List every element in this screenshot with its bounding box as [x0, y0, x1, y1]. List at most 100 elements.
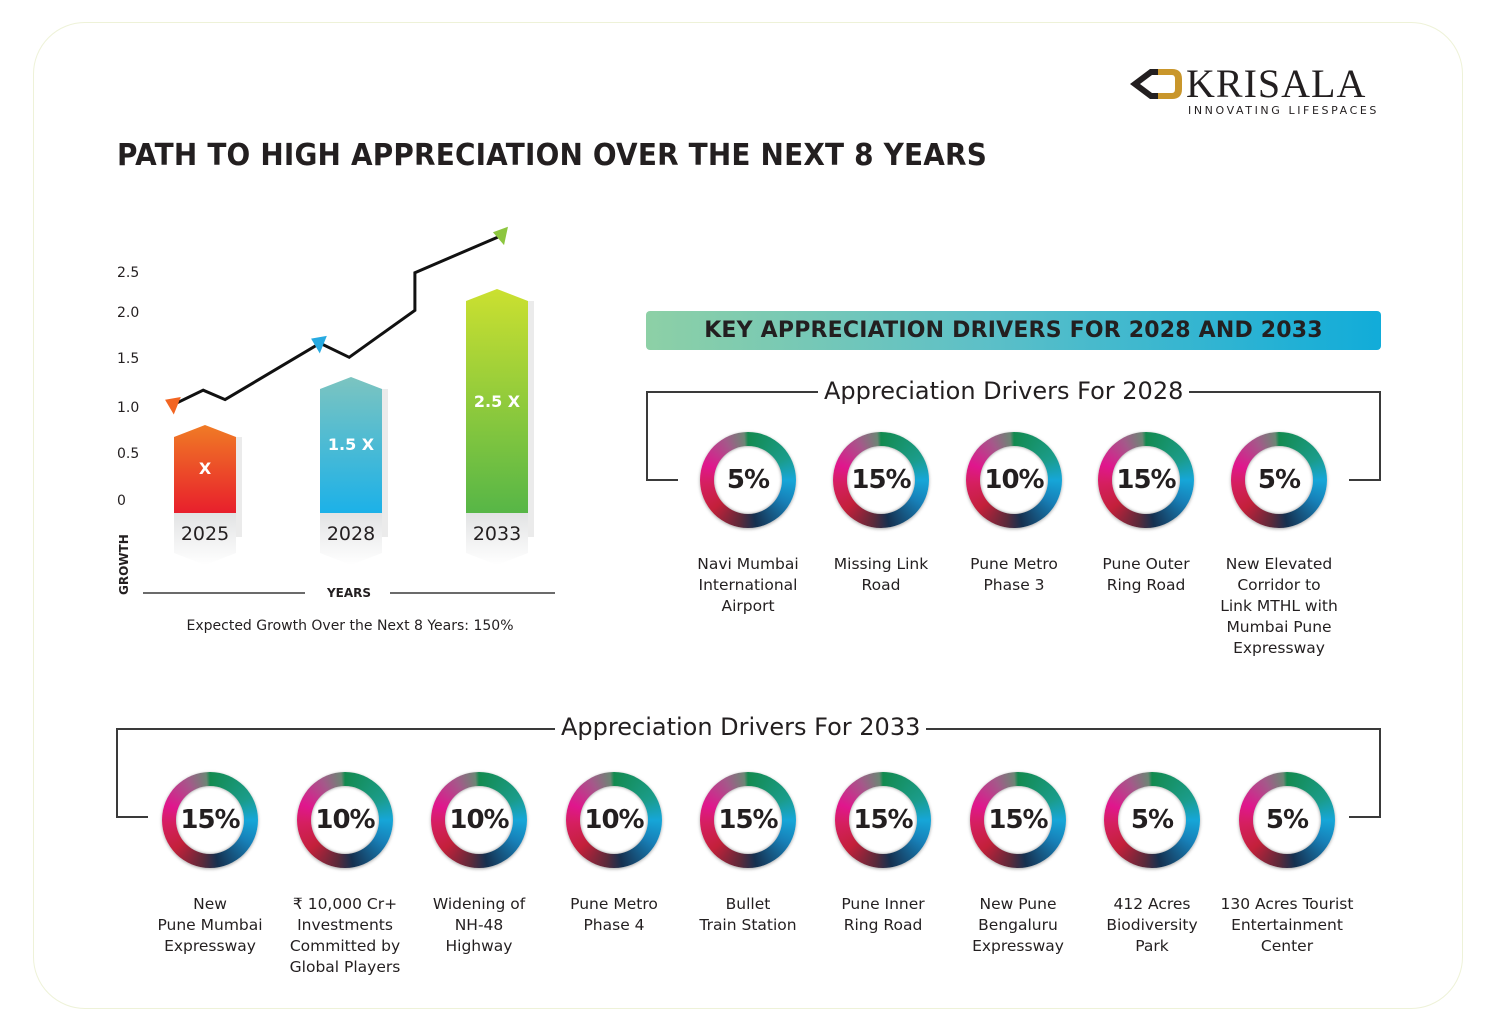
driver-percentage: 5% [726, 465, 770, 495]
bar-2033: 2033 2.5 X [466, 289, 534, 565]
growth-chart: 0 0.5 1.0 1.5 2.0 2.5 2025 X 2028 1.5 X 2033 2.5 X… [117, 226, 555, 600]
key-drivers-banner: KEY APPRECIATION DRIVERS FOR 2028 AND 20… [646, 311, 1381, 350]
brand-name: KRISALA [1186, 61, 1367, 106]
driver-item: 5% 412 Acres Biodiversity Park [1082, 772, 1222, 957]
driver-name: Pune Metro Phase 3 [970, 555, 1058, 594]
bar-2025: 2025 X [174, 425, 242, 565]
percentage-ring-icon: 10% [297, 772, 393, 868]
ring-center: 15% [1112, 446, 1180, 514]
bar [174, 425, 236, 513]
driver-item: 5% New Elevated Corridor to Link MTHL wit… [1209, 432, 1349, 659]
driver-name: Navi Mumbai International Airport [697, 555, 799, 615]
bar-2028: 2028 1.5 X [320, 377, 388, 565]
driver-percentage: 15% [1116, 465, 1176, 495]
x-tick-label: 2033 [473, 523, 521, 545]
page-title: PATH TO HIGH APPRECIATION OVER THE NEXT … [117, 138, 988, 173]
bar-value-label: 1.5 X [328, 435, 375, 454]
percentage-ring-icon: 10% [566, 772, 662, 868]
ring-center: 15% [984, 786, 1052, 854]
percentage-ring-icon: 5% [1239, 772, 1335, 868]
year-tab [320, 513, 382, 565]
driver-percentage: 15% [853, 805, 913, 835]
driver-item: 10% ₹ 10,000 Cr+ Investments Committed by… [275, 772, 415, 978]
ring-center: 10% [980, 446, 1048, 514]
percentage-ring-icon: 10% [966, 432, 1062, 528]
ring-center: 10% [445, 786, 513, 854]
y-axis-label: GROWTH [117, 534, 131, 595]
ring-center: 5% [714, 446, 782, 514]
y-tick-label: 1.0 [117, 400, 139, 416]
drivers-2028-title: Appreciation Drivers For 2028 [818, 377, 1190, 405]
ring-center: 15% [849, 786, 917, 854]
bar [320, 377, 382, 513]
percentage-ring-icon: 5% [700, 432, 796, 528]
driver-percentage: 10% [984, 465, 1044, 495]
percentage-ring-icon: 15% [1098, 432, 1194, 528]
ring-center: 10% [580, 786, 648, 854]
ring-center: 15% [847, 446, 915, 514]
driver-name: Bullet Train Station [699, 895, 797, 934]
year-tab [174, 513, 236, 565]
ring-center: 5% [1118, 786, 1186, 854]
driver-name: New Pune Bengaluru Expressway [972, 895, 1064, 955]
driver-name: Widening of NH-48 Highway [432, 895, 526, 955]
trend-line [173, 233, 504, 406]
driver-item: 15% Missing Link Road [811, 432, 951, 596]
percentage-ring-icon: 5% [1104, 772, 1200, 868]
brand-tagline: INNOVATING LIFESPACES [1188, 104, 1379, 117]
driver-name: 412 Acres Biodiversity Park [1106, 895, 1198, 955]
y-tick-label: 2.5 [117, 265, 139, 281]
driver-item: 10% Pune Metro Phase 4 [544, 772, 684, 936]
bar-shadow [382, 389, 388, 537]
bar [466, 289, 528, 513]
krisala-logo-mark-icon [1130, 69, 1182, 99]
ring-center: 15% [176, 786, 244, 854]
y-tick-label: 2.0 [117, 305, 139, 321]
percentage-ring-icon: 15% [162, 772, 258, 868]
percentage-ring-icon: 5% [1231, 432, 1327, 528]
driver-percentage: 15% [180, 805, 240, 835]
driver-item: 5% 130 Acres Tourist Entertainment Center [1217, 772, 1357, 957]
x-tick-label: 2028 [327, 523, 375, 545]
driver-percentage: 10% [584, 805, 644, 835]
ring-center: 5% [1245, 446, 1313, 514]
y-tick-label: 0 [117, 493, 126, 509]
driver-percentage: 15% [851, 465, 911, 495]
driver-name: Pune Metro Phase 4 [570, 895, 658, 934]
x-tick-label: 2025 [181, 523, 229, 545]
driver-item: 15% Bullet Train Station [678, 772, 818, 936]
driver-percentage: 15% [988, 805, 1048, 835]
x-axis-label: YEARS [326, 586, 371, 600]
bar-value-label: X [199, 459, 212, 478]
percentage-ring-icon: 15% [833, 432, 929, 528]
trend-arrow-marker-icon [165, 397, 181, 415]
driver-item: 15% New Pune Bengaluru Expressway [948, 772, 1088, 957]
driver-percentage: 5% [1130, 805, 1174, 835]
percentage-ring-icon: 15% [970, 772, 1066, 868]
ring-center: 10% [311, 786, 379, 854]
krisala-logo: KRISALA INNOVATING LIFESPACES [1128, 61, 1388, 120]
bar-shadow [528, 301, 534, 537]
driver-name: New Elevated Corridor to Link MTHL with … [1220, 555, 1338, 657]
driver-percentage: 5% [1265, 805, 1309, 835]
y-tick-label: 1.5 [117, 351, 139, 367]
driver-name: Missing Link Road [833, 555, 929, 594]
driver-name: Pune Inner Ring Road [841, 895, 925, 934]
driver-item: 15% Pune Inner Ring Road [813, 772, 953, 936]
percentage-ring-icon: 15% [700, 772, 796, 868]
driver-name: 130 Acres Tourist Entertainment Center [1220, 895, 1354, 955]
driver-item: 15% New Pune Mumbai Expressway [140, 772, 280, 957]
year-tab [466, 513, 528, 565]
bar-shadow [236, 437, 242, 537]
driver-percentage: 10% [449, 805, 509, 835]
driver-percentage: 15% [718, 805, 778, 835]
expected-growth-note: Expected Growth Over the Next 8 Years: 1… [186, 618, 514, 634]
driver-name: New Pune Mumbai Expressway [157, 895, 263, 955]
driver-percentage: 10% [315, 805, 375, 835]
driver-item: 15% Pune Outer Ring Road [1076, 432, 1216, 596]
driver-item: 5% Navi Mumbai International Airport [678, 432, 818, 617]
trend-arrow-marker-icon [492, 226, 508, 246]
percentage-ring-icon: 10% [431, 772, 527, 868]
ring-center: 15% [714, 786, 782, 854]
driver-name: Pune Outer Ring Road [1102, 555, 1190, 594]
